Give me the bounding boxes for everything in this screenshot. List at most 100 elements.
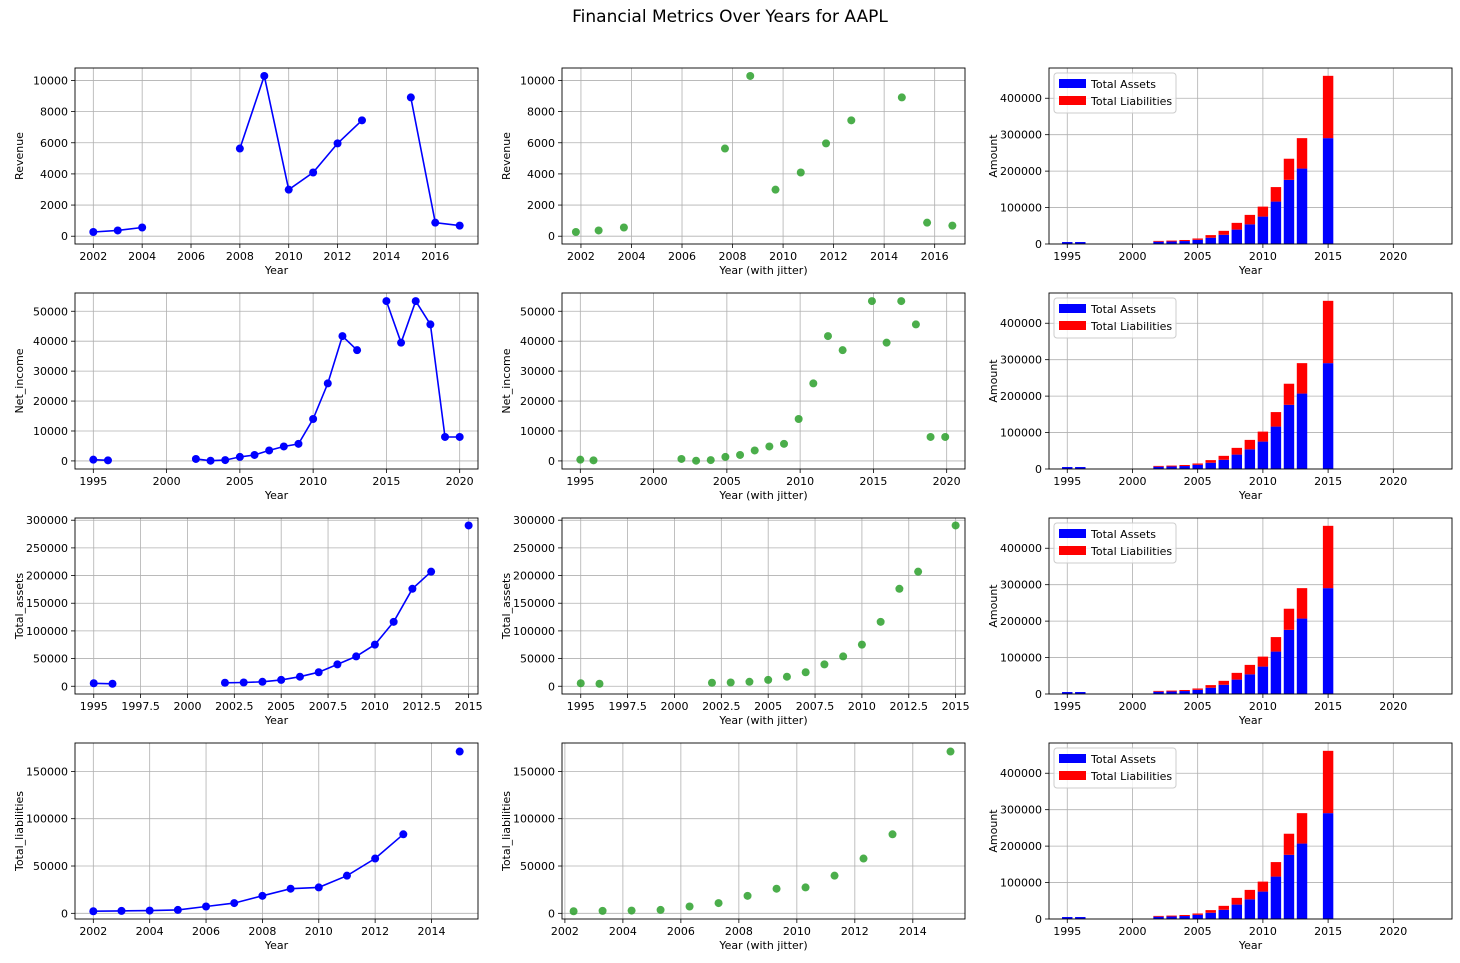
- bar-total-liabilities: [1257, 656, 1269, 667]
- axes-frame: [74, 517, 479, 695]
- data-point: [455, 747, 464, 756]
- bar-total-assets: [1179, 241, 1190, 244]
- scatter-point: [692, 456, 701, 465]
- bar-total-liabilities: [1153, 465, 1164, 467]
- data-point: [265, 446, 274, 455]
- scatter-point: [594, 226, 603, 235]
- legend: Total Assets Total Liabilities: [1053, 747, 1177, 789]
- x-tick-label: 2016: [921, 250, 949, 263]
- y-axis-label: Amount: [987, 359, 1000, 403]
- bar-total-liabilities: [1296, 588, 1308, 619]
- x-tick-label: 2004: [617, 250, 645, 263]
- bar-total-liabilities: [1153, 915, 1164, 917]
- data-point: [103, 456, 112, 465]
- scatter-point: [941, 432, 950, 441]
- bar-total-assets: [1218, 684, 1229, 694]
- subplot-3: Total Assets Total Liabilities 1995 2000 200…: [987, 67, 1453, 277]
- x-tick-label: 2020: [1379, 250, 1407, 263]
- bar-total-assets: [1218, 909, 1229, 919]
- bar-total-assets: [1062, 467, 1073, 469]
- y-tick-label: 100000: [513, 625, 555, 638]
- x-tick-label: 1995: [567, 700, 595, 713]
- x-tick-label: 2016: [421, 250, 449, 263]
- bar-total-liabilities: [1205, 460, 1216, 463]
- bar-total-assets: [1257, 666, 1269, 694]
- x-tick-label: 2010: [275, 250, 303, 263]
- scatter-point: [859, 854, 868, 863]
- bar-total-assets: [1205, 687, 1216, 694]
- x-tick-label: 2005: [713, 475, 741, 488]
- x-tick-label: 1995: [1053, 475, 1081, 488]
- y-tick-label: 200000: [1000, 390, 1042, 403]
- bar-total-liabilities: [1205, 235, 1216, 238]
- bar-total-assets: [1244, 674, 1256, 694]
- bar-total-liabilities: [1166, 465, 1177, 467]
- y-tick-label: 100000: [513, 813, 555, 826]
- scatter-point: [576, 455, 585, 464]
- y-tick-label: 0: [61, 907, 68, 920]
- scatter-point: [782, 672, 791, 681]
- bar-total-assets: [1322, 813, 1334, 919]
- bar-total-assets: [1231, 904, 1243, 919]
- scatter-point: [794, 415, 803, 424]
- data-point: [260, 71, 269, 80]
- bar-total-liabilities: [1218, 905, 1229, 910]
- data-point: [202, 902, 211, 911]
- data-point: [411, 297, 420, 306]
- y-tick-label: 0: [1035, 688, 1042, 701]
- scatter-point: [926, 432, 935, 441]
- bar-total-liabilities: [1218, 680, 1229, 685]
- y-tick-label: 150000: [26, 765, 68, 778]
- x-tick-label: 2005: [267, 700, 295, 713]
- x-tick-label: 2020: [446, 475, 474, 488]
- axes-frame: [1048, 292, 1453, 470]
- axes-frame: [1048, 742, 1453, 920]
- data-point: [333, 139, 342, 148]
- axes-frame: [561, 292, 966, 470]
- y-axis-label: Total_liabilities: [500, 791, 513, 872]
- x-tick-label: 2010: [299, 475, 327, 488]
- scatter-point: [772, 884, 781, 893]
- legend-label: Total Liabilities: [1090, 320, 1172, 333]
- x-tick-label: 2012: [361, 925, 389, 938]
- x-tick-label: 2010: [783, 925, 811, 938]
- data-point: [455, 432, 464, 441]
- y-tick-label: 300000: [1000, 579, 1042, 592]
- data-point: [258, 677, 267, 686]
- bar-total-liabilities: [1179, 239, 1190, 242]
- y-tick-label: 40000: [33, 335, 68, 348]
- x-axis-label: Year: [264, 264, 289, 277]
- scatter-point: [897, 93, 906, 102]
- subplot-6: Total Assets Total Liabilities 1995 2000 200…: [987, 292, 1453, 502]
- axes-frame: [74, 292, 479, 470]
- scatter-point: [857, 640, 866, 649]
- x-axis-label: Year: [1238, 714, 1263, 727]
- data-point: [117, 906, 126, 915]
- data-point: [309, 415, 318, 424]
- y-tick-label: 50000: [33, 860, 68, 873]
- bar-total-assets: [1231, 229, 1243, 244]
- x-tick-label: 2007.5: [796, 700, 835, 713]
- x-tick-label: 2010: [1249, 700, 1277, 713]
- x-tick-label: 2010: [786, 475, 814, 488]
- bar-total-liabilities: [1322, 525, 1334, 589]
- bar-total-assets: [1192, 239, 1203, 244]
- y-tick-label: 50000: [33, 653, 68, 666]
- subplot-5: 1995 2000 2005 2010 2015 2020 0 10000 20000 30000…: [500, 292, 966, 502]
- y-tick-label: 100000: [1000, 202, 1042, 215]
- x-tick-label: 2015: [1314, 700, 1342, 713]
- bar-total-assets: [1244, 899, 1256, 919]
- data-point: [342, 871, 351, 880]
- bar-total-assets: [1062, 242, 1073, 244]
- y-tick-label: 0: [1035, 238, 1042, 251]
- bar-total-assets: [1257, 441, 1269, 469]
- x-tick-label: 1995: [1053, 700, 1081, 713]
- scatter-point: [801, 668, 810, 677]
- bar-total-assets: [1192, 464, 1203, 469]
- y-tick-label: 250000: [513, 542, 555, 555]
- bar-total-liabilities: [1179, 689, 1190, 692]
- bar-total-assets: [1283, 854, 1295, 919]
- y-tick-label: 30000: [33, 365, 68, 378]
- scatter-point: [801, 883, 810, 892]
- x-axis-label: Year: [1238, 489, 1263, 502]
